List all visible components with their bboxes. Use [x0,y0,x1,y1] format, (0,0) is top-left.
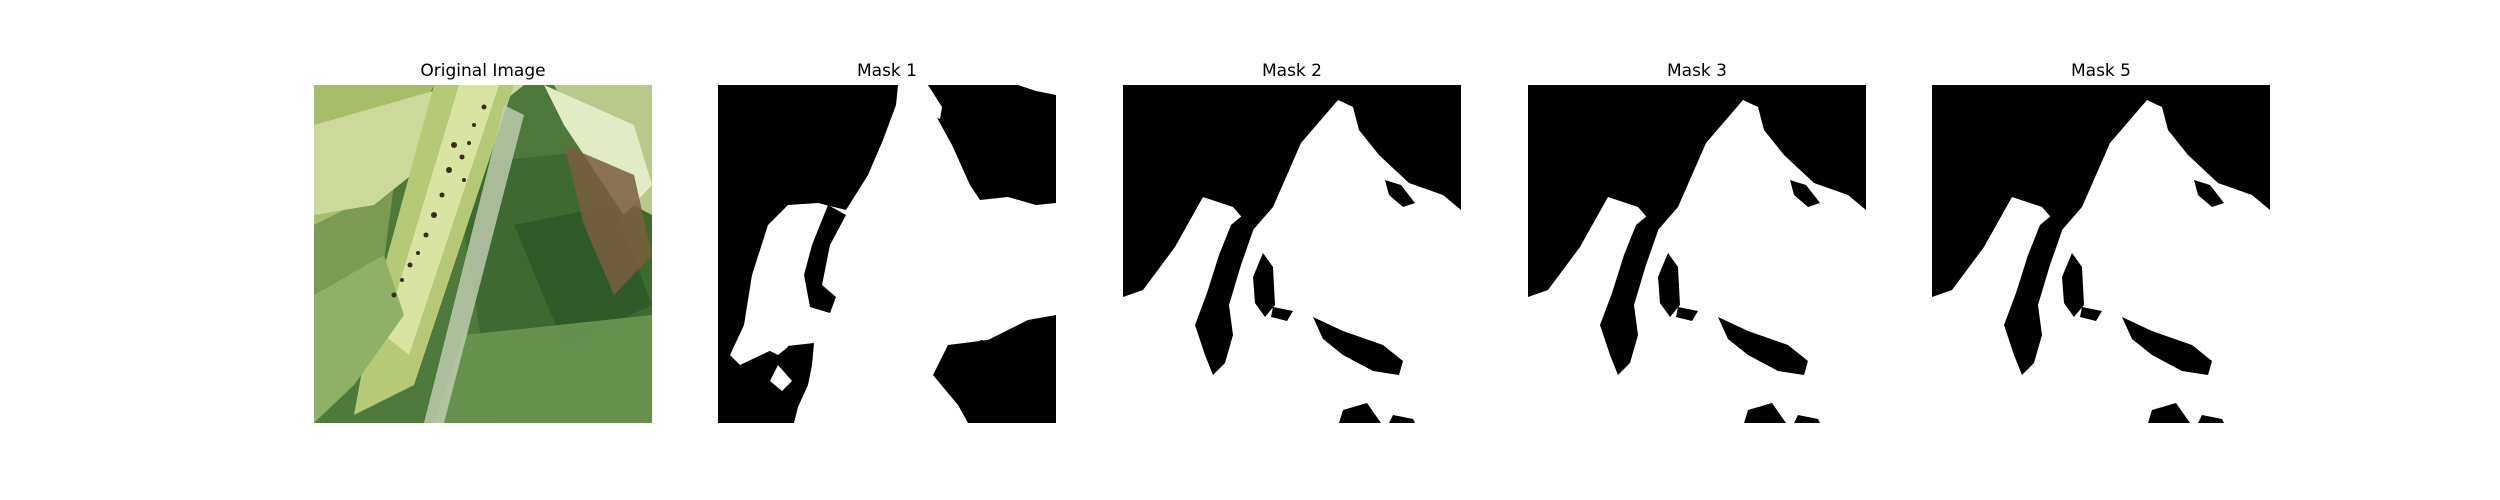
panel-title: Mask 5 [2070,61,2131,81]
mask-1-image [718,85,1056,423]
mask-2-image [1123,85,1461,423]
mask-5 [1932,85,2270,423]
panel-original: Original Image [314,0,652,500]
panel-mask-3: Mask 3 [1528,0,1866,500]
mask-3 [1528,85,1866,423]
plant-photo [314,85,652,423]
mask-2 [1123,85,1461,423]
panel-mask-5: Mask 5 [1932,0,2270,500]
panel-mask-1: Mask 1 [718,0,1056,500]
mask-3-image [1528,85,1866,423]
mask-5-image [1932,85,2270,423]
panel-title: Mask 2 [1261,61,1322,81]
mask-1 [718,85,1056,423]
panel-title: Original Image [420,61,546,81]
original-image [314,85,652,423]
panel-mask-2: Mask 2 [1123,0,1461,500]
panel-title: Mask 1 [856,61,917,81]
panel-title: Mask 3 [1666,61,1727,81]
